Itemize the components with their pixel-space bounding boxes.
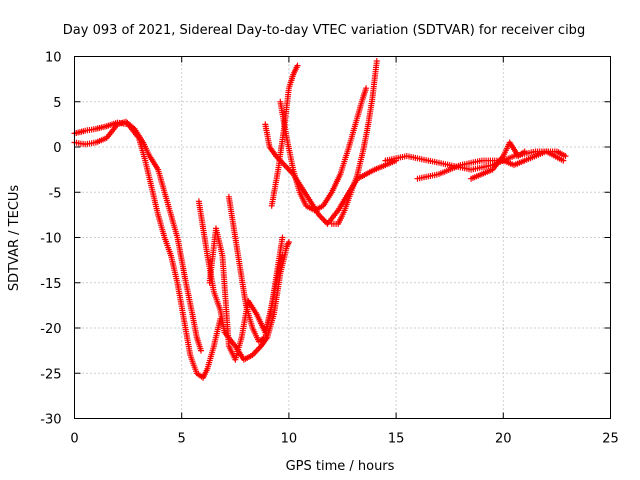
series-1-markers: [71, 119, 224, 381]
chart-title: Day 093 of 2021, Sidereal Day-to-day VTE…: [63, 23, 585, 38]
x-tick-label: 20: [495, 432, 512, 447]
x-axis-label: GPS time / hours: [286, 459, 395, 474]
series-11-markers: [414, 148, 567, 182]
y-tick-label: -30: [40, 413, 61, 428]
series-9-markers: [328, 58, 380, 227]
series-8: [277, 85, 370, 214]
y-tick-label: -5: [49, 186, 62, 201]
y-tick-label: 5: [53, 96, 61, 111]
series-12-markers: [468, 139, 528, 182]
y-tick-label: -15: [40, 277, 61, 292]
x-tick-label: 10: [281, 432, 298, 447]
grid-lines: [74, 56, 611, 419]
x-tick-label: 25: [602, 432, 619, 447]
y-tick-label: -25: [40, 367, 61, 382]
y-tick-label: -10: [40, 232, 61, 247]
y-tick-label: 0: [53, 141, 61, 156]
x-axis-ticks: 0 5 10 15 20 25: [70, 56, 619, 447]
series-12: [468, 139, 528, 182]
y-axis-label: SDTVAR / TECUs: [7, 185, 22, 292]
y-tick-label: 10: [45, 51, 62, 66]
data-points: [71, 58, 569, 381]
series-5-markers: [225, 193, 286, 345]
series-11: [414, 148, 567, 182]
series-8-markers: [277, 85, 370, 214]
y-axis-ticks: -30 -25 -20 -15 -10 -5 0 5 10: [40, 51, 611, 428]
y-tick-label: -20: [40, 322, 61, 337]
x-tick-label: 5: [178, 432, 186, 447]
x-tick-label: 0: [70, 432, 78, 447]
series-1: [71, 119, 224, 381]
series-9: [328, 58, 380, 227]
series-5: [225, 193, 286, 345]
x-tick-label: 15: [388, 432, 405, 447]
